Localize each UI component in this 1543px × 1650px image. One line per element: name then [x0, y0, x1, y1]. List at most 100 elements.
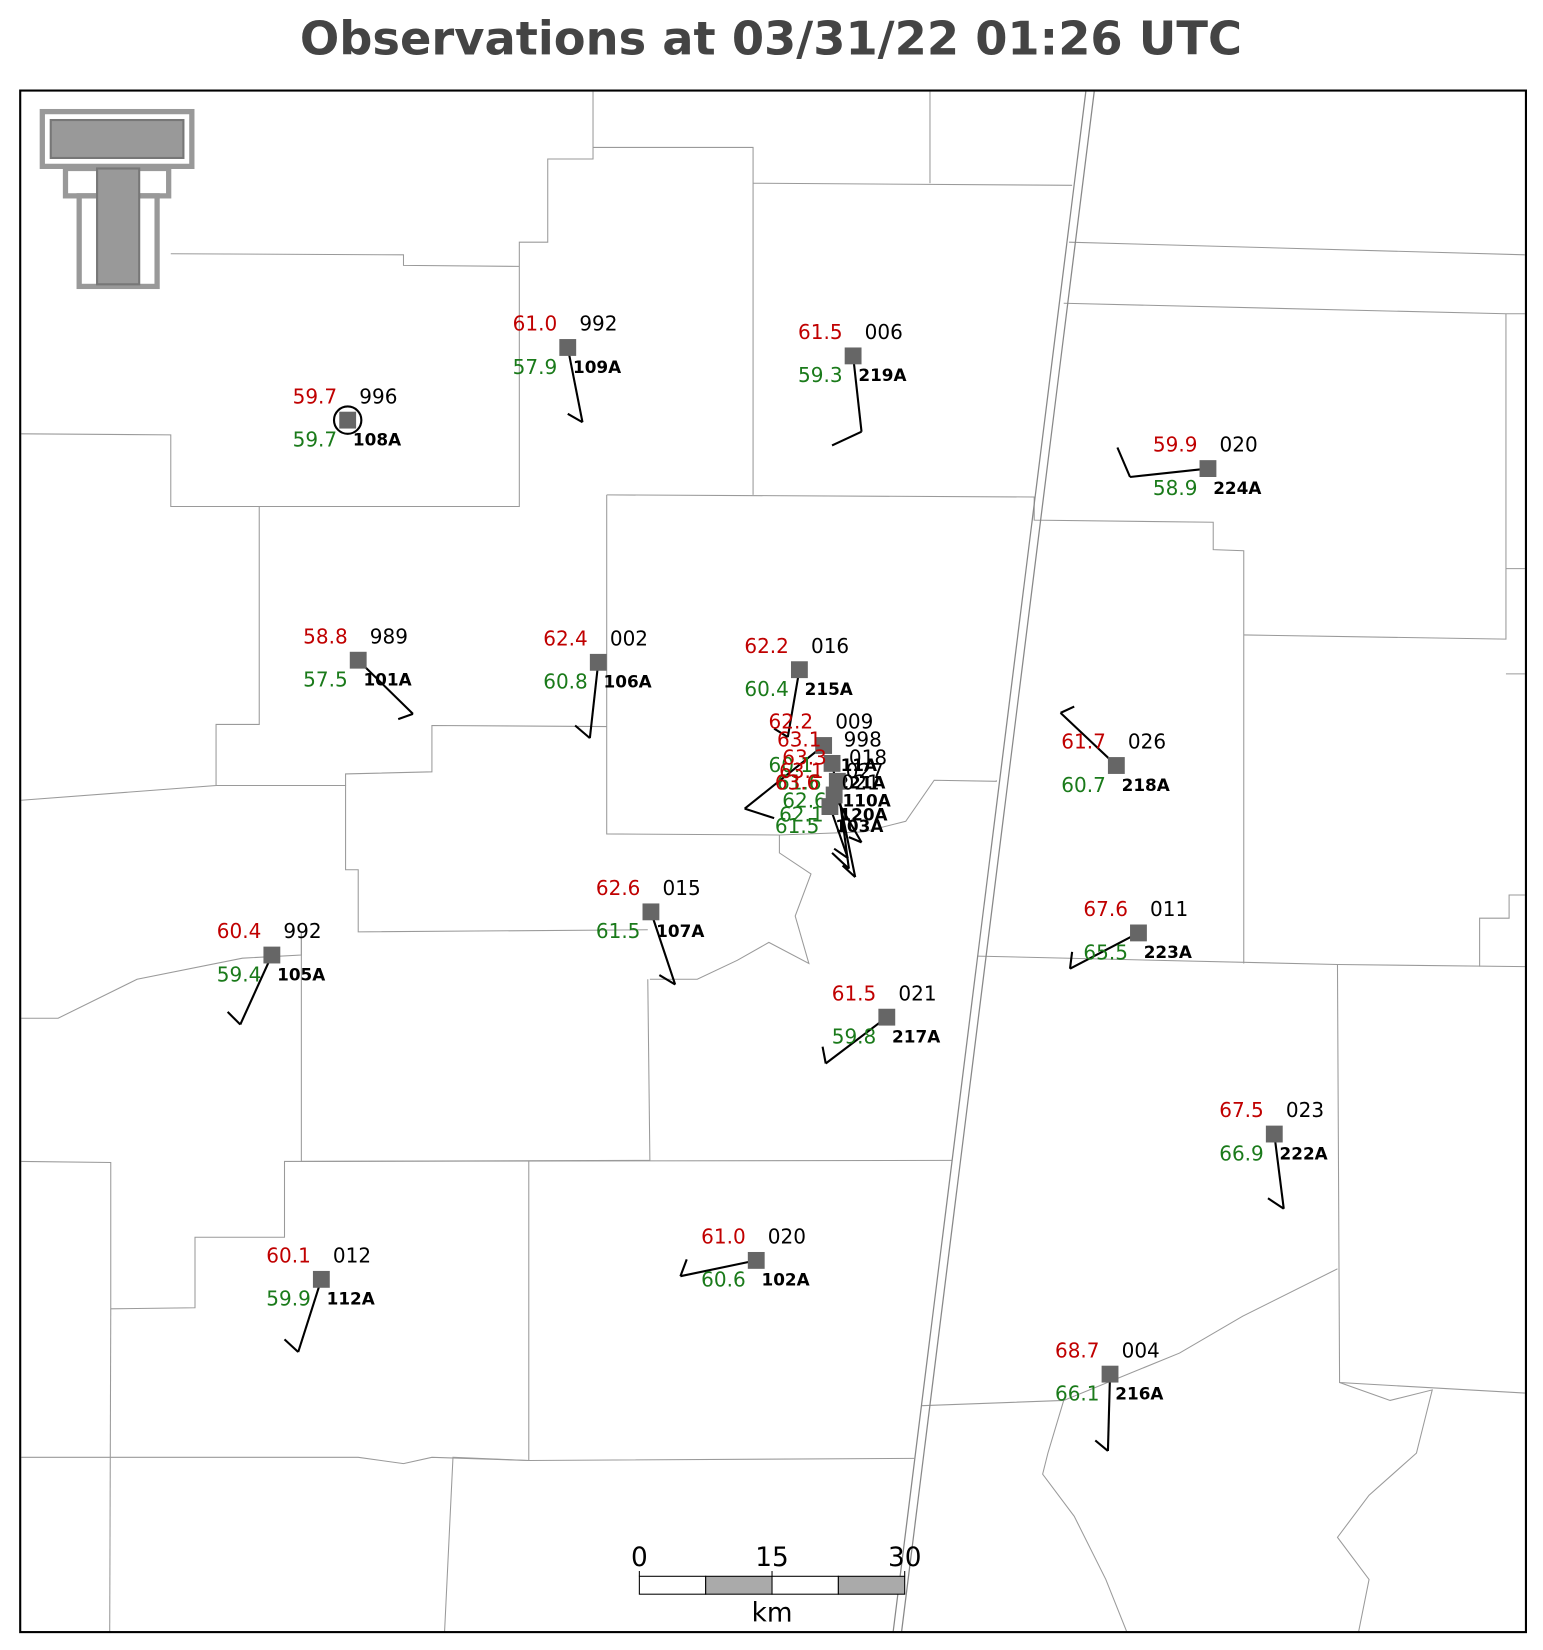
- pressure: 002: [610, 626, 648, 650]
- temperature: 61.5: [798, 320, 843, 344]
- station: 63.1 998 61.6 221A: [777, 728, 885, 878]
- wind-barb-tick: [1267, 1197, 1285, 1210]
- pressure: 012: [333, 1244, 371, 1268]
- station: 62.4 002 60.8 106A: [543, 626, 652, 739]
- station: 67.5 023 66.9 222A: [1219, 1098, 1328, 1210]
- map-title: Observations at 03/31/22 01:26 UTC: [300, 12, 1242, 66]
- temperature: 67.5: [1219, 1098, 1264, 1122]
- wind-barb-tick: [1094, 1439, 1109, 1452]
- wind-barb: [1069, 931, 1139, 970]
- station: 58.8 989 57.5 101A: [303, 624, 414, 721]
- wind-barb: [588, 662, 600, 739]
- wind-barb-tick: [833, 847, 849, 860]
- station-id: 219A: [858, 365, 906, 385]
- station: 61.0 020 60.6 102A: [679, 1225, 810, 1292]
- temperature: 63.1: [779, 759, 824, 783]
- station-marker: [823, 754, 841, 772]
- wind-barb-tick: [821, 1046, 827, 1064]
- station-marker: [642, 903, 660, 921]
- station: 62.2 016 60.4 215A: [744, 634, 853, 738]
- dewpoint: 59.3: [798, 363, 843, 387]
- station-marker: [589, 653, 607, 671]
- station: 67.6 011 65.5 223A: [1068, 897, 1192, 970]
- pressure: 020: [1220, 433, 1258, 457]
- scale-segment: [771, 1575, 839, 1595]
- temperature: 61.5: [832, 981, 877, 1005]
- dewpoint: 60.6: [701, 1268, 746, 1292]
- pressure: 026: [1128, 730, 1166, 754]
- station-marker: [821, 798, 839, 815]
- temperature: 59.9: [1153, 433, 1198, 457]
- temperature: 68.7: [1055, 1338, 1100, 1362]
- calm-circle: [332, 405, 363, 435]
- station: 60.1 012 59.9 112A: [266, 1244, 375, 1353]
- station: 68.7 004 66.1 216A: [1055, 1338, 1163, 1452]
- wind-barb-tick: [744, 807, 775, 820]
- station: 62.2 009 60.1 111A: [743, 710, 877, 820]
- temperature: 62.4: [543, 626, 588, 650]
- pressure: 018: [849, 745, 887, 769]
- wind-barb: [1273, 1133, 1285, 1209]
- station-id: 224A: [1213, 478, 1261, 498]
- wind-barb: [786, 669, 801, 738]
- station-id: 216A: [1115, 1383, 1163, 1403]
- station: 61.7 026 60.7 218A: [1059, 705, 1170, 797]
- pressure: 021: [898, 981, 936, 1005]
- station-marker: [747, 1251, 765, 1269]
- pressure: 004: [1122, 1338, 1160, 1362]
- wind-barb: [743, 744, 825, 810]
- temperature: 58.8: [303, 624, 348, 648]
- temperature: 63.3: [782, 745, 827, 769]
- station: 63.6 021 61.5 103A: [775, 771, 883, 860]
- station: 59.7 996 59.7 108A: [293, 384, 401, 451]
- station-id: 112A: [327, 1289, 375, 1309]
- station-id: 109A: [573, 357, 621, 377]
- pressure: 016: [811, 634, 849, 658]
- station-id: 221A: [837, 773, 885, 793]
- station-id: 222A: [1280, 1143, 1328, 1163]
- scale-segment: [638, 1575, 707, 1595]
- wind-barb: [1106, 1374, 1112, 1452]
- station-marker: [263, 946, 281, 964]
- wind-barb: [1059, 712, 1118, 767]
- station-marker: [1107, 757, 1125, 774]
- dewpoint: 61.5: [775, 814, 820, 838]
- dewpoint: 59.9: [266, 1287, 311, 1311]
- temperature: 62.6: [596, 876, 641, 900]
- wind-barb: [825, 1016, 888, 1065]
- temperature: 60.1: [266, 1244, 311, 1268]
- dewpoint: 60.7: [1061, 773, 1106, 797]
- pressure: 021: [842, 771, 880, 795]
- station-marker: [815, 737, 833, 754]
- station-marker: [844, 347, 862, 365]
- station-id: 218A: [1122, 775, 1170, 795]
- map-frame: [19, 89, 1528, 1634]
- wind-barb-tick: [567, 412, 584, 424]
- temperature: 67.6: [1083, 897, 1128, 921]
- dewpoint: 59.7: [293, 427, 338, 451]
- dewpoint: 58.9: [1153, 476, 1198, 500]
- scale-segment: [705, 1575, 773, 1595]
- station-id: 215A: [805, 679, 853, 699]
- wind-barb: [239, 954, 273, 1025]
- dewpoint: 60.1: [769, 753, 814, 777]
- wind-barb-tick: [1068, 951, 1074, 969]
- temperature: 62.2: [744, 634, 789, 658]
- station: 61.5 021 59.8 217A: [821, 981, 940, 1065]
- wind-barb: [357, 659, 414, 715]
- wind-barb: [828, 806, 849, 859]
- logo: [39, 108, 195, 290]
- temperature: 61.7: [1061, 730, 1106, 754]
- station: 61.0 992 57.9 109A: [513, 312, 621, 424]
- pressure: 992: [579, 312, 617, 336]
- wind-barb-tick: [1116, 447, 1132, 478]
- dewpoint: 57.5: [303, 668, 348, 692]
- station-marker: [1199, 460, 1217, 477]
- station-id: 106A: [604, 672, 652, 692]
- wind-barb: [852, 355, 863, 432]
- dewpoint: 62.1: [779, 802, 824, 826]
- pressure: 023: [1286, 1098, 1324, 1122]
- station-marker: [312, 1270, 330, 1288]
- boundaries: [21, 91, 1525, 1633]
